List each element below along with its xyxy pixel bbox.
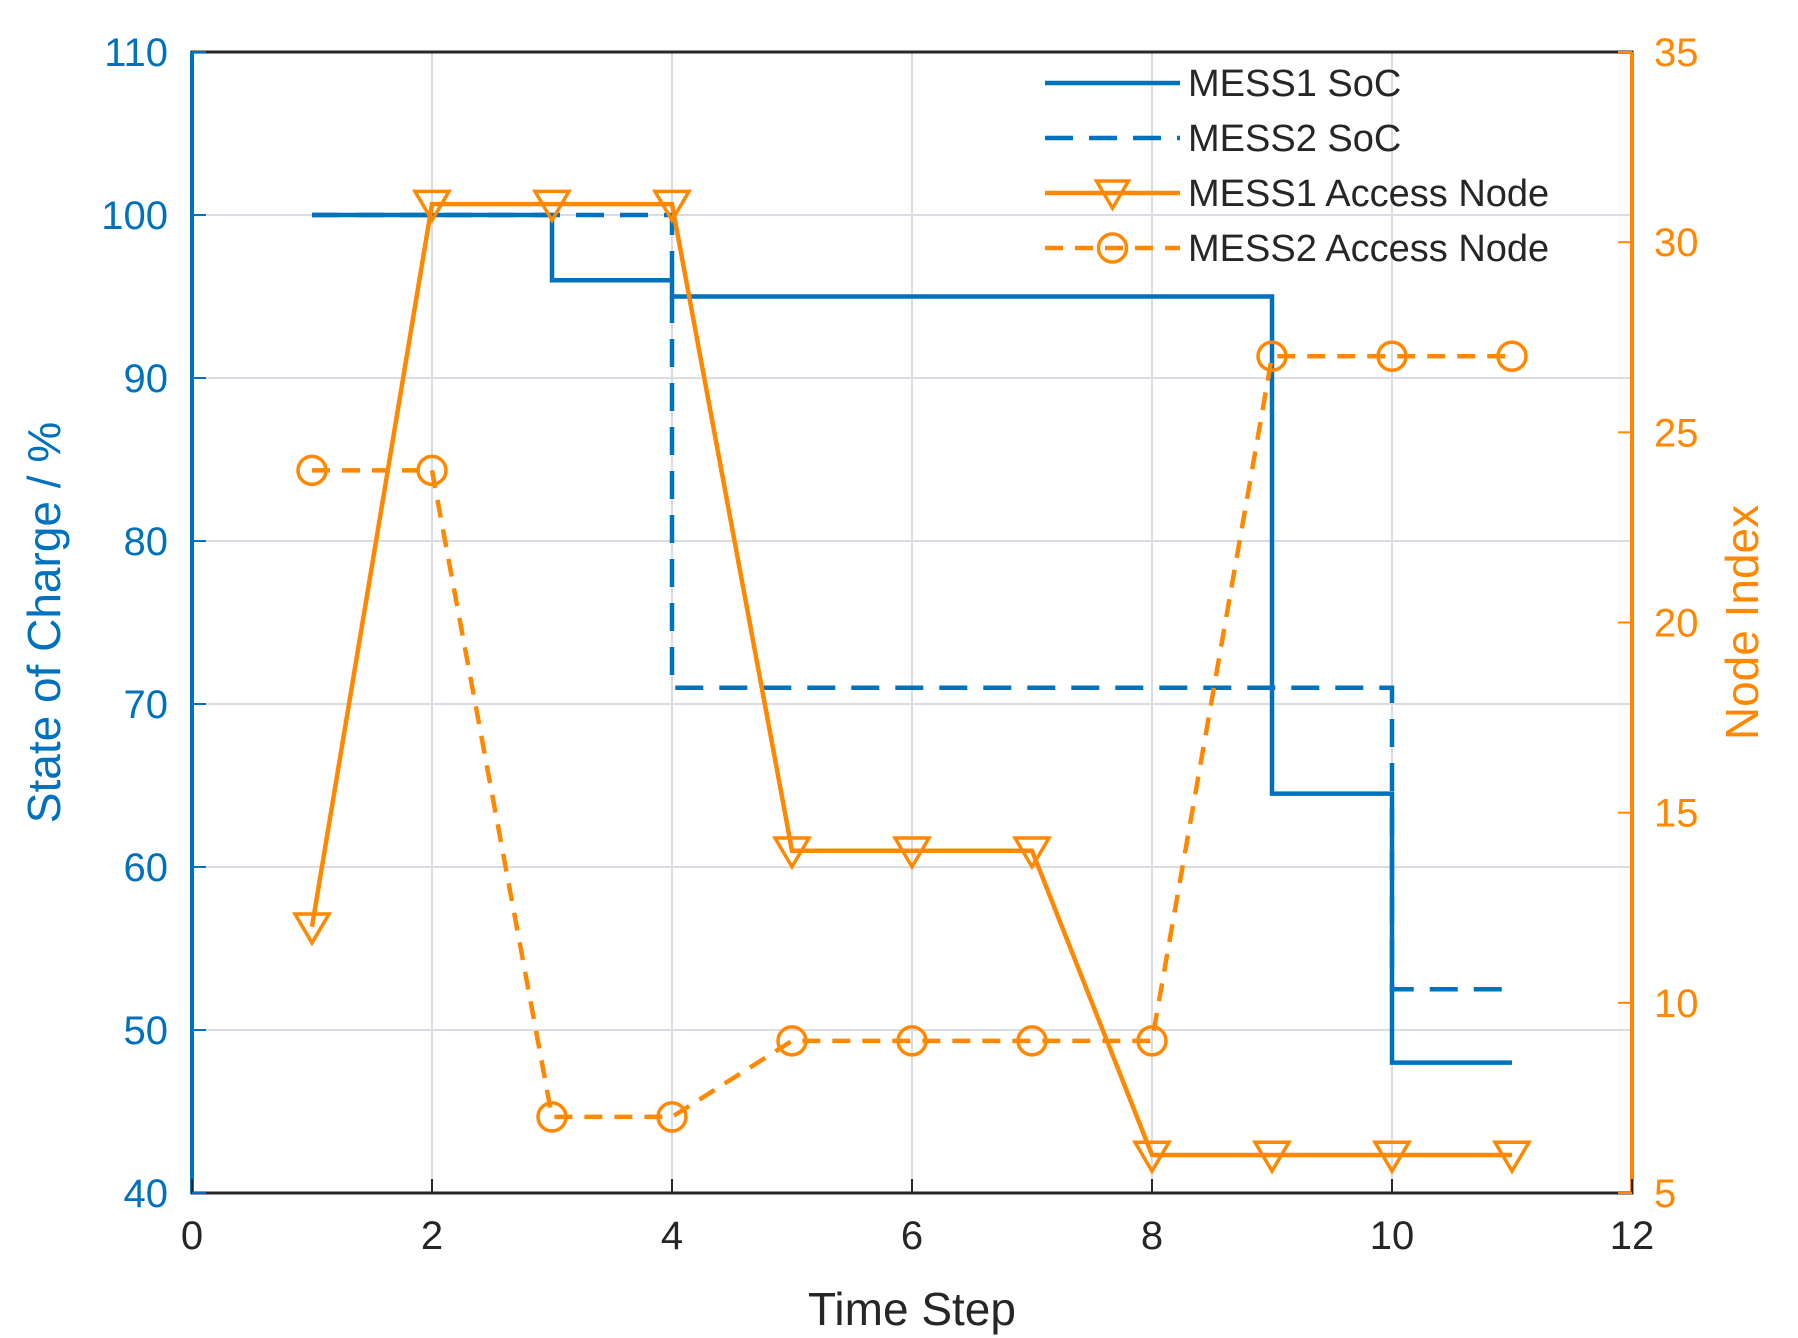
data-point-marker [1251, 1140, 1293, 1175]
data-point-marker [536, 1101, 568, 1133]
y-left-tick-label: 110 [104, 31, 168, 75]
y-left-tick-label: 60 [124, 846, 169, 890]
series-3 [296, 340, 1528, 1133]
y-left-tick-label: 50 [124, 1009, 169, 1053]
x-tick-label: 0 [181, 1214, 203, 1258]
tick-labels: 0 2 4 6 8 10 12 40 50 60 70 80 90 100 110 5 10 15 20 25 30 35 [101, 31, 1698, 1258]
series-line-3 [312, 354, 1512, 1120]
data-point-marker [1371, 1140, 1413, 1175]
legend-entry: MESS2 Access Node [1045, 228, 1549, 270]
x-tick-label: 8 [1141, 1214, 1163, 1258]
y-right-tick-label: 35 [1654, 31, 1699, 75]
x-tick-label: 6 [901, 1214, 923, 1258]
data-point-marker [411, 189, 453, 224]
y-left-tick-label: 90 [124, 357, 169, 401]
data-point-marker [416, 454, 448, 487]
y-left-tick-label: 80 [124, 520, 169, 564]
data-point-marker [896, 1025, 928, 1057]
data-point-marker [771, 836, 813, 871]
data-point-marker [776, 1025, 808, 1057]
data-point-marker [291, 912, 333, 947]
x-axis-title: Time Step [808, 1283, 1016, 1335]
data-point-marker [656, 1101, 688, 1133]
x-tick-label: 10 [1370, 1214, 1415, 1258]
y-left-tick-label: 70 [124, 683, 169, 727]
data-point-marker [1376, 340, 1408, 373]
plot-series [291, 189, 1533, 1175]
y-axis-left-title: State of Charge / % [18, 422, 70, 823]
legend-marker [1093, 179, 1132, 212]
y-right-tick-label: 15 [1654, 792, 1699, 836]
y-axis-right-title: Node Index [1716, 505, 1768, 740]
legend: MESS1 SoC MESS2 SoC MESS1 Access Node MESS2… [1045, 63, 1549, 270]
series-line-0 [312, 212, 1512, 1065]
legend-entry: MESS1 Access Node [1045, 173, 1549, 215]
legend-entry: MESS2 SoC [1045, 118, 1401, 160]
y-left-tick-label: 100 [101, 194, 168, 238]
y-right-tick-label: 20 [1654, 602, 1699, 646]
legend-label: MESS2 SoC [1188, 118, 1401, 160]
grid-lines [192, 52, 1632, 1193]
y-right-tick-label: 25 [1654, 411, 1699, 455]
legend-label: MESS1 SoC [1188, 63, 1401, 105]
data-point-marker [1131, 1140, 1173, 1175]
series-line-1 [312, 212, 1512, 992]
legend-marker [1096, 232, 1129, 264]
legend-entry: MESS1 SoC [1045, 63, 1401, 105]
x-tick-label: 2 [421, 1214, 443, 1258]
data-point-marker [1016, 1025, 1048, 1057]
data-point-marker [651, 189, 693, 224]
series-1 [312, 212, 1512, 992]
data-point-marker [1491, 1140, 1533, 1175]
data-point-marker [1496, 340, 1528, 373]
x-tick-label: 4 [661, 1214, 683, 1258]
data-point-marker [531, 189, 573, 224]
y-left-tick-label: 40 [124, 1172, 169, 1216]
x-tick-label: 12 [1610, 1214, 1655, 1258]
data-point-marker [1011, 836, 1053, 871]
series-line-2 [309, 201, 1512, 1158]
data-point-marker [1136, 1025, 1168, 1057]
data-point-marker [1256, 340, 1288, 373]
legend-label: MESS2 Access Node [1188, 228, 1549, 270]
data-point-marker [891, 836, 933, 871]
y-right-tick-label: 10 [1654, 982, 1699, 1026]
y-right-tick-label: 30 [1654, 221, 1699, 265]
data-point-marker [296, 454, 328, 487]
series-2 [291, 189, 1533, 1175]
series-0 [312, 212, 1512, 1065]
y-right-tick-label: 5 [1654, 1172, 1676, 1216]
legend-label: MESS1 Access Node [1188, 173, 1549, 215]
